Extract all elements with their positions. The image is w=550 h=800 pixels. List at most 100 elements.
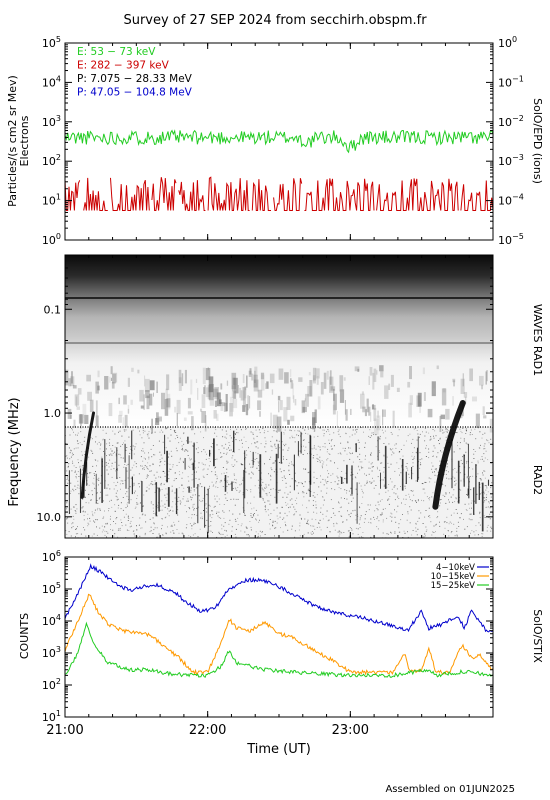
rad2-noise: [153, 513, 155, 514]
rad1-noise: [208, 376, 214, 393]
rad2-noise: [326, 451, 328, 453]
rad2-noise: [329, 433, 331, 435]
rad2-noise: [142, 430, 144, 432]
rad2-noise: [80, 533, 82, 535]
rad1-noise: [482, 406, 485, 415]
rad2-noise: [330, 499, 332, 501]
rad2-noise: [433, 435, 434, 437]
rad2-noise: [112, 529, 114, 531]
rad1-noise: [462, 373, 464, 387]
rad2-noise: [386, 456, 388, 458]
rad2-noise: [335, 522, 337, 524]
rad2-noise: [73, 431, 74, 433]
rad2-noise: [105, 523, 107, 525]
rad2-noise: [329, 460, 331, 462]
rad2-noise: [198, 462, 200, 464]
rad2-noise: [127, 463, 129, 465]
rad2-noise: [134, 446, 136, 448]
rad2-noise: [224, 529, 226, 531]
rad2-noise: [219, 427, 221, 429]
rad2-noise: [275, 447, 277, 449]
rad2-noise: [197, 536, 199, 538]
rad2-noise: [223, 517, 225, 519]
rad2-noise: [307, 511, 309, 513]
rad2-noise: [159, 451, 161, 453]
rad2-noise: [372, 477, 373, 479]
rad2-noise: [403, 530, 405, 532]
rad2-noise: [377, 528, 379, 530]
rad2-noise: [272, 462, 274, 464]
rad2-noise: [264, 463, 265, 465]
rad1-noise: [345, 409, 348, 421]
rad2-noise: [320, 490, 322, 492]
freq-tick-label: 0.1: [44, 303, 62, 316]
rad2-noise: [245, 441, 247, 442]
rad2-noise: [334, 514, 336, 516]
rad2-noise: [218, 449, 220, 451]
rad2-noise: [127, 487, 129, 489]
rad2-noise: [235, 479, 237, 481]
rad2-noise: [354, 509, 356, 511]
rad2-noise: [280, 471, 282, 473]
rad2-noise: [111, 450, 113, 452]
rad2-noise: [365, 511, 367, 513]
rad1-noise: [204, 415, 207, 432]
rad2-noise: [362, 492, 364, 494]
rad2-noise: [76, 473, 78, 475]
rad1-noise: [260, 372, 265, 380]
particles-y2-tick-label: 10−5: [498, 232, 524, 247]
rad2-noise: [380, 514, 382, 516]
rad2-noise: [162, 518, 163, 520]
rad2-noise: [199, 483, 201, 485]
rad2-noise: [382, 521, 384, 523]
rad2-noise: [87, 518, 88, 520]
rad2-noise: [190, 458, 192, 460]
rad2-noise: [391, 516, 393, 518]
rad1-noise: [333, 388, 335, 401]
rad2-noise: [358, 447, 360, 449]
rad2-noise: [284, 478, 286, 479]
rad2-noise: [373, 480, 375, 482]
rad2-noise: [113, 468, 115, 470]
rad2-noise: [457, 521, 459, 523]
rad2-noise: [315, 519, 317, 521]
rad2-noise: [210, 530, 212, 532]
rad2-noise: [223, 452, 225, 454]
freq-tick-label: 1.0: [44, 407, 62, 420]
rad2-noise: [75, 434, 77, 436]
rad2-noise: [245, 428, 247, 430]
rad2-noise: [366, 482, 368, 484]
rad2-noise: [375, 504, 377, 506]
rad2-noise: [411, 534, 413, 536]
rad1-noise: [165, 388, 168, 400]
rad2-noise: [183, 496, 185, 497]
rad1-noise: [231, 385, 236, 398]
rad2-noise: [444, 495, 446, 497]
rad2-noise: [221, 456, 223, 458]
rad2-noise: [291, 498, 293, 500]
rad2-noise: [370, 435, 372, 437]
rad2-noise: [84, 511, 86, 513]
rad2-noise: [153, 523, 155, 525]
rad2-noise: [320, 507, 322, 509]
rad2-noise: [452, 494, 454, 496]
rad2-noise: [80, 460, 82, 462]
rad2-noise: [99, 508, 101, 510]
rad2-noise: [486, 506, 488, 508]
rad2-noise: [209, 505, 211, 507]
rad2-noise: [179, 474, 181, 476]
rad1-noise: [205, 368, 211, 381]
rad2-noise: [288, 462, 290, 464]
rad2-noise: [196, 514, 198, 516]
rad2-noise: [460, 437, 462, 439]
rad2-noise: [384, 477, 386, 479]
rad2-noise: [198, 495, 200, 497]
rad2-noise: [291, 435, 293, 437]
rad2-noise: [241, 483, 242, 485]
rad2-noise: [154, 454, 156, 456]
rad2-noise: [394, 444, 396, 446]
rad2-noise: [228, 510, 230, 512]
rad1-noise: [247, 395, 249, 411]
rad2-noise: [250, 491, 252, 493]
rad2-noise: [322, 429, 324, 431]
